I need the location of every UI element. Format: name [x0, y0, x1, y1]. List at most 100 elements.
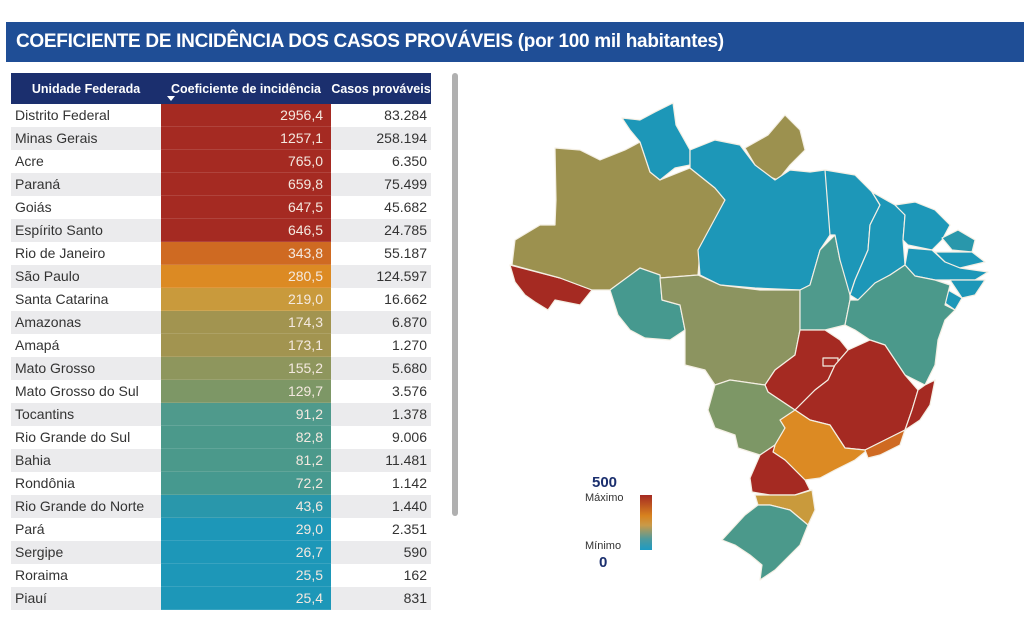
legend-max-label: Máximo [585, 492, 624, 504]
table-row[interactable]: Minas Gerais 1257,1 258.194 [11, 127, 431, 150]
table-row[interactable]: Bahia 81,2 11.481 [11, 449, 431, 472]
cell-uf: Rio Grande do Sul [15, 429, 131, 445]
cell-casos: 5.680 [331, 357, 431, 380]
table-row[interactable]: Acre 765,0 6.350 [11, 150, 431, 173]
table-body: Distrito Federal 2956,4 83.284 Minas Gerais… [11, 104, 431, 610]
cell-coef: 2956,4 [161, 104, 331, 127]
table-row[interactable]: Amapá 173,1 1.270 [11, 334, 431, 357]
table-row[interactable]: Santa Catarina 219,0 16.662 [11, 288, 431, 311]
cell-uf: Espírito Santo [11, 219, 161, 242]
cell-casos: 2.351 [391, 521, 427, 537]
cell-casos: 1.378 [331, 403, 431, 426]
table-row[interactable]: Paraná 659,8 75.499 [11, 173, 431, 196]
cell-casos: 83.284 [384, 107, 427, 123]
map-state-ce[interactable] [894, 201, 951, 251]
brazil-map [509, 102, 989, 581]
cell-coef: 174,3 [161, 311, 331, 334]
column-header-coef-label: Coeficiente de incidência [170, 81, 322, 96]
legend-min-value: 0 [599, 554, 608, 571]
cell-uf: Paraná [11, 173, 161, 196]
map-state-es[interactable] [904, 379, 936, 431]
cell-uf: Sergipe [11, 541, 161, 564]
cell-coef: 43,6 [161, 495, 331, 518]
table-row[interactable]: Tocantins 91,2 1.378 [11, 403, 431, 426]
column-header-uf[interactable]: Unidade Federada [31, 81, 141, 96]
table-row[interactable]: Distrito Federal 2956,4 83.284 [11, 104, 431, 127]
cell-uf: Mato Grosso [11, 357, 161, 380]
cell-coef: 29,0 [161, 518, 331, 541]
cell-casos: 6.870 [331, 311, 431, 334]
table-scrollbar[interactable] [452, 73, 458, 516]
cell-casos: 55.187 [384, 245, 427, 261]
table-row[interactable]: Goiás 647,5 45.682 [11, 196, 431, 219]
cell-coef: 25,5 [161, 564, 331, 587]
cell-coef: 646,5 [161, 219, 331, 242]
cell-casos: 9.006 [391, 429, 427, 445]
map-state-rs[interactable] [721, 504, 809, 581]
table-row[interactable]: Rio de Janeiro 343,8 55.187 [11, 242, 431, 265]
map-state-rj[interactable] [864, 429, 906, 459]
cell-coef: 82,8 [161, 426, 331, 449]
cell-casos: 590 [331, 541, 431, 564]
cell-uf: Piauí [11, 587, 161, 610]
cell-casos: 24.785 [331, 219, 431, 242]
cell-uf: Bahia [11, 449, 161, 472]
legend-min-label: Mínimo [585, 540, 622, 552]
table-row[interactable]: São Paulo 280,5 124.597 [11, 265, 431, 288]
cell-uf: Roraima [15, 567, 68, 583]
table-row[interactable]: Pará 29,0 2.351 [11, 518, 431, 541]
cell-uf: Rio de Janeiro [15, 245, 106, 261]
cell-coef: 647,5 [161, 196, 331, 219]
cell-uf: Tocantins [11, 403, 161, 426]
cell-coef: 280,5 [161, 265, 331, 288]
cell-uf: Pará [15, 521, 45, 537]
cell-uf: Amazonas [11, 311, 161, 334]
column-header-coef[interactable]: Coeficiente de incidência [161, 73, 331, 104]
cell-uf: Rio Grande do Norte [11, 495, 161, 518]
cell-coef: 91,2 [161, 403, 331, 426]
cell-uf: Acre [15, 153, 44, 169]
cell-casos: 124.597 [331, 265, 431, 288]
cell-coef: 1257,1 [161, 127, 331, 150]
cell-coef: 26,7 [161, 541, 331, 564]
cell-uf: Rondônia [15, 475, 75, 491]
cell-uf: Goiás [15, 199, 52, 215]
table-row[interactable]: Roraima 25,5 162 [11, 564, 431, 587]
cell-uf: Distrito Federal [15, 107, 110, 123]
map-state-pr[interactable] [749, 444, 811, 496]
table-header: Unidade Federada Coeficiente de incidênc… [11, 73, 431, 104]
table-row[interactable]: Rio Grande do Norte 43,6 1.440 [11, 495, 431, 518]
cell-uf: Minas Gerais [11, 127, 161, 150]
cell-coef: 25,4 [161, 587, 331, 610]
cell-coef: 155,2 [161, 357, 331, 380]
cell-uf: Amapá [15, 337, 60, 353]
map-state-rn[interactable] [941, 229, 976, 253]
cell-coef: 765,0 [161, 150, 331, 173]
cell-casos: 6.350 [391, 153, 427, 169]
table-row[interactable]: Rio Grande do Sul 82,8 9.006 [11, 426, 431, 449]
table-row[interactable]: Mato Grosso do Sul 129,7 3.576 [11, 380, 431, 403]
cell-casos: 3.576 [391, 383, 427, 399]
cell-uf: Santa Catarina [15, 291, 109, 307]
table-row[interactable]: Piauí 25,4 831 [11, 587, 431, 610]
legend-max-value: 500 [592, 474, 618, 491]
column-header-casos[interactable]: Casos prováveis [331, 81, 431, 96]
cell-coef: 659,8 [161, 173, 331, 196]
legend-gradient-bar [640, 495, 652, 550]
incidence-table: Unidade Federada Coeficiente de incidênc… [11, 73, 431, 610]
table-row[interactable]: Rondônia 72,2 1.142 [11, 472, 431, 495]
map-state-al[interactable] [949, 279, 986, 299]
cell-uf: Mato Grosso do Sul [15, 383, 139, 399]
cell-casos: 831 [331, 587, 431, 610]
table-row[interactable]: Mato Grosso 155,2 5.680 [11, 357, 431, 380]
table-row[interactable]: Amazonas 174,3 6.870 [11, 311, 431, 334]
cell-casos: 258.194 [331, 127, 431, 150]
table-row[interactable]: Sergipe 26,7 590 [11, 541, 431, 564]
cell-coef: 343,8 [161, 242, 331, 265]
table-row[interactable]: Espírito Santo 646,5 24.785 [11, 219, 431, 242]
cell-coef: 173,1 [161, 334, 331, 357]
cell-casos: 1.440 [331, 495, 431, 518]
cell-coef: 81,2 [161, 449, 331, 472]
cell-uf: São Paulo [11, 265, 161, 288]
cell-coef: 72,2 [161, 472, 331, 495]
